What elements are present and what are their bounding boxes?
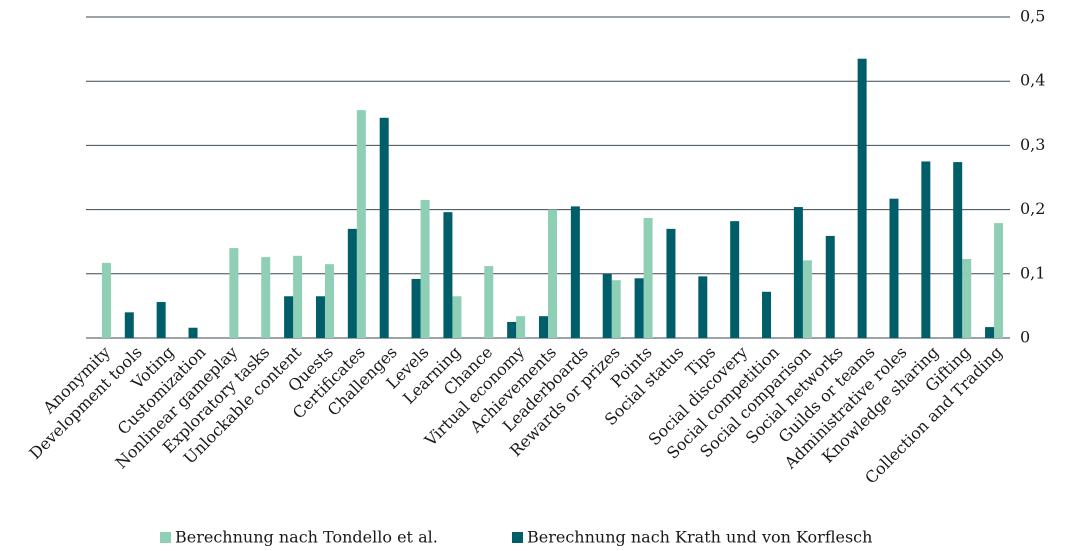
bar bbox=[452, 296, 462, 338]
bar bbox=[921, 161, 931, 338]
bar bbox=[889, 198, 899, 338]
bar bbox=[762, 291, 772, 338]
bar bbox=[347, 228, 357, 338]
y-tick-label: 0,2 bbox=[1020, 199, 1045, 218]
bar bbox=[284, 296, 294, 338]
bar bbox=[188, 327, 198, 338]
bar bbox=[570, 206, 580, 338]
bar bbox=[698, 276, 708, 338]
y-tick-label: 0,4 bbox=[1020, 71, 1045, 90]
bar bbox=[953, 162, 963, 338]
legend-swatch bbox=[512, 532, 523, 543]
bar bbox=[293, 255, 303, 338]
bar bbox=[666, 228, 676, 338]
bar bbox=[793, 207, 803, 338]
bar bbox=[101, 262, 111, 338]
bar bbox=[730, 221, 740, 338]
bar bbox=[857, 58, 867, 338]
bar bbox=[611, 280, 621, 338]
bar bbox=[507, 321, 517, 338]
bar bbox=[825, 235, 835, 338]
bar bbox=[548, 209, 557, 338]
bar bbox=[315, 296, 325, 338]
bar bbox=[516, 316, 526, 338]
legend-label: Berechnung nach Tondello et al. bbox=[175, 528, 438, 547]
bar bbox=[643, 217, 653, 338]
bar bbox=[994, 223, 1004, 338]
bar bbox=[124, 312, 134, 338]
bar bbox=[602, 273, 612, 338]
bar bbox=[229, 248, 239, 338]
bar bbox=[356, 110, 366, 338]
bar bbox=[634, 278, 644, 338]
bar bbox=[443, 212, 453, 338]
bar bbox=[411, 278, 421, 338]
y-tick-label: 0 bbox=[1020, 328, 1030, 347]
bar bbox=[539, 316, 548, 338]
bar bbox=[962, 259, 972, 338]
bar bbox=[379, 117, 389, 338]
y-tick-label: 0,5 bbox=[1020, 7, 1045, 26]
y-tick-label: 0,3 bbox=[1020, 135, 1045, 154]
bar bbox=[484, 266, 494, 338]
bar bbox=[420, 199, 430, 338]
bar bbox=[156, 302, 166, 338]
bar bbox=[985, 327, 995, 338]
y-tick-label: 0,1 bbox=[1020, 263, 1045, 282]
legend-label: Berechnung nach Krath und von Korflesch bbox=[527, 528, 872, 547]
bar bbox=[802, 260, 812, 338]
bar bbox=[324, 264, 334, 338]
legend-swatch bbox=[160, 532, 171, 543]
bar bbox=[261, 257, 271, 338]
